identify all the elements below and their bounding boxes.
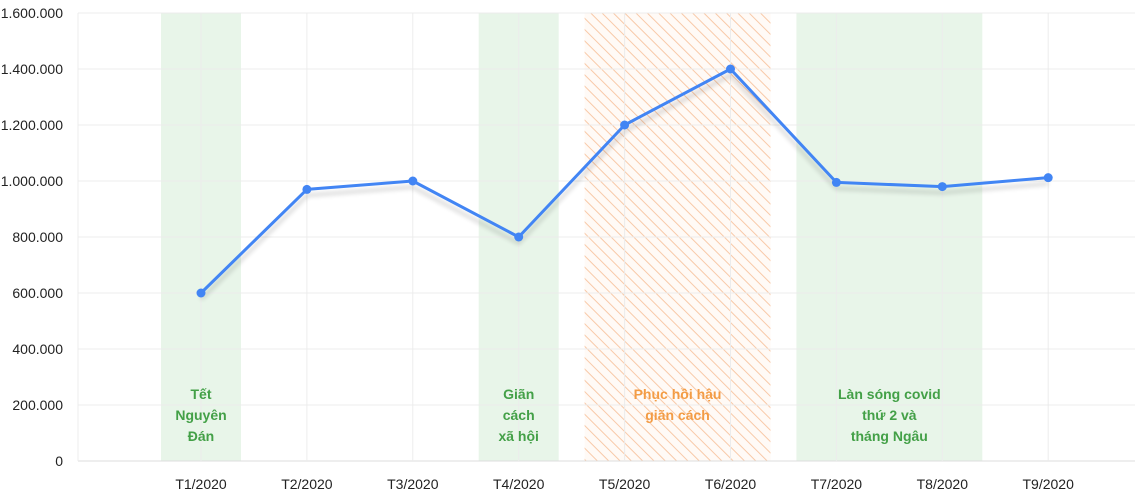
x-tick-label: T6/2020 xyxy=(705,476,757,492)
band-label-1-2: xã hội xyxy=(498,428,538,444)
x-tick-label: T2/2020 xyxy=(281,476,333,492)
data-point-T2/2020 xyxy=(302,184,312,194)
y-tick-label: 1.600.000 xyxy=(1,5,63,21)
band-label-0-2: Đán xyxy=(188,428,214,444)
x-tick-label: T7/2020 xyxy=(811,476,863,492)
x-tick-label: T4/2020 xyxy=(493,476,545,492)
y-tick-label: 1.400.000 xyxy=(1,61,63,77)
x-axis: T1/2020 T2/2020 T3/2020 T4/2020 T5/2020 T6/20… xyxy=(175,476,1074,492)
data-point-T7/2020 xyxy=(831,177,841,187)
band-label-3-2: tháng Ngâu xyxy=(851,428,928,444)
data-point-T1/2020 xyxy=(196,288,206,298)
band-label-2-0: Phục hồi hậu xyxy=(634,386,722,402)
data-point-T4/2020 xyxy=(514,232,524,242)
series-line xyxy=(196,64,1053,298)
band-label-0-1: Nguyên xyxy=(175,407,226,423)
data-point-T5/2020 xyxy=(620,120,630,130)
band-label-3-1: thứ 2 và xyxy=(862,407,917,423)
y-tick-label: 1.000.000 xyxy=(1,173,63,189)
data-point-T8/2020 xyxy=(937,182,947,192)
band-label-0-0: Tết xyxy=(191,386,212,402)
band-label-1-0: Giãn xyxy=(503,386,534,402)
y-tick-label: 1.200.000 xyxy=(1,117,63,133)
band-label-3-0: Làn sóng covid xyxy=(838,386,941,402)
x-tick-label: T9/2020 xyxy=(1023,476,1075,492)
y-axis: 0 200.000 400.000 600.000 800.000 1.000.000 1.… xyxy=(1,5,64,469)
band-label-2-1: giãn cách xyxy=(645,407,710,423)
data-point-T6/2020 xyxy=(726,64,735,74)
x-tick-label: T8/2020 xyxy=(917,476,969,492)
x-tick-label: T3/2020 xyxy=(387,476,439,492)
band-labels: Tết Nguyên Đán Giãn cách xã hội Phục hồi hậu gi… xyxy=(175,386,940,444)
y-tick-label: 400.000 xyxy=(12,341,63,357)
band-label-1-1: cách xyxy=(503,407,535,423)
data-point-T3/2020 xyxy=(408,176,418,186)
y-tick-label: 200.000 xyxy=(12,397,63,413)
data-point-T9/2020 xyxy=(1043,173,1053,183)
x-tick-label: T5/2020 xyxy=(599,476,651,492)
y-tick-label: 800.000 xyxy=(12,229,63,245)
y-tick-label: 600.000 xyxy=(12,285,63,301)
y-tick-label: 0 xyxy=(55,453,63,469)
x-tick-label: T1/2020 xyxy=(175,476,227,492)
